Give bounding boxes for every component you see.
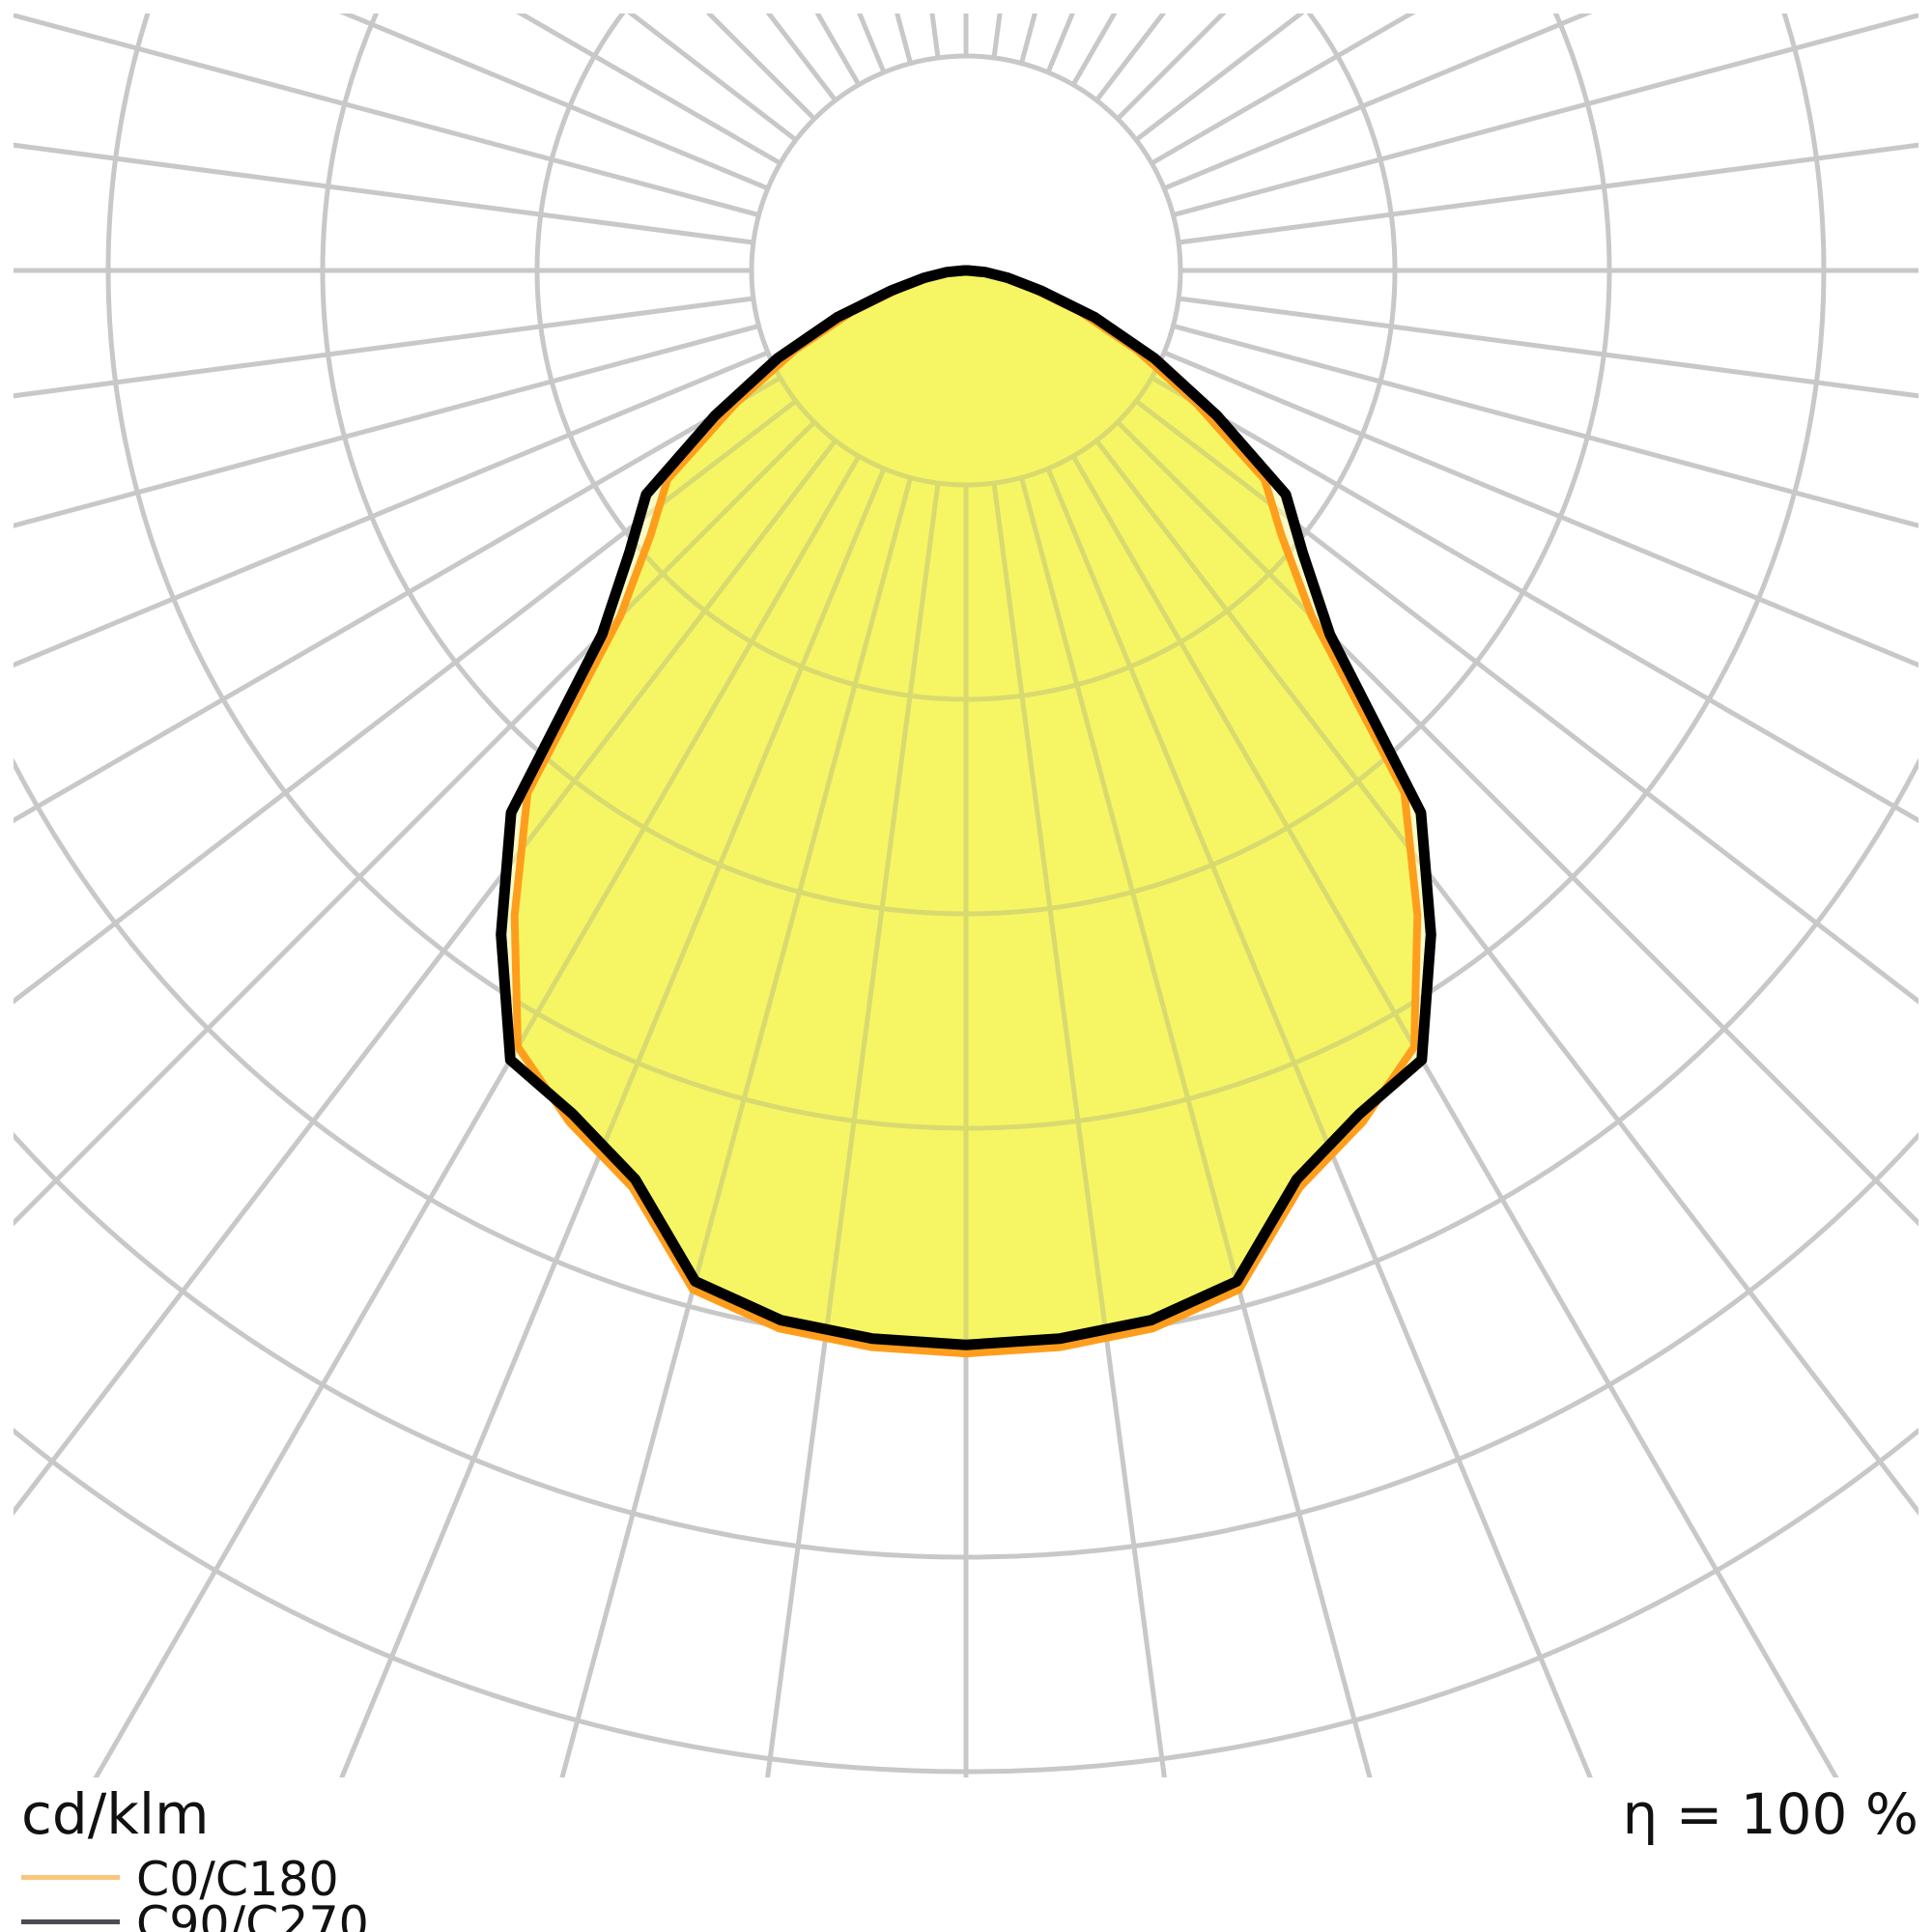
light-output-ratio-label: η = 100 % xyxy=(1622,1781,1918,1847)
curve-c90-c270 xyxy=(496,265,1436,1350)
unit-label: cd/klm xyxy=(21,1781,210,1847)
